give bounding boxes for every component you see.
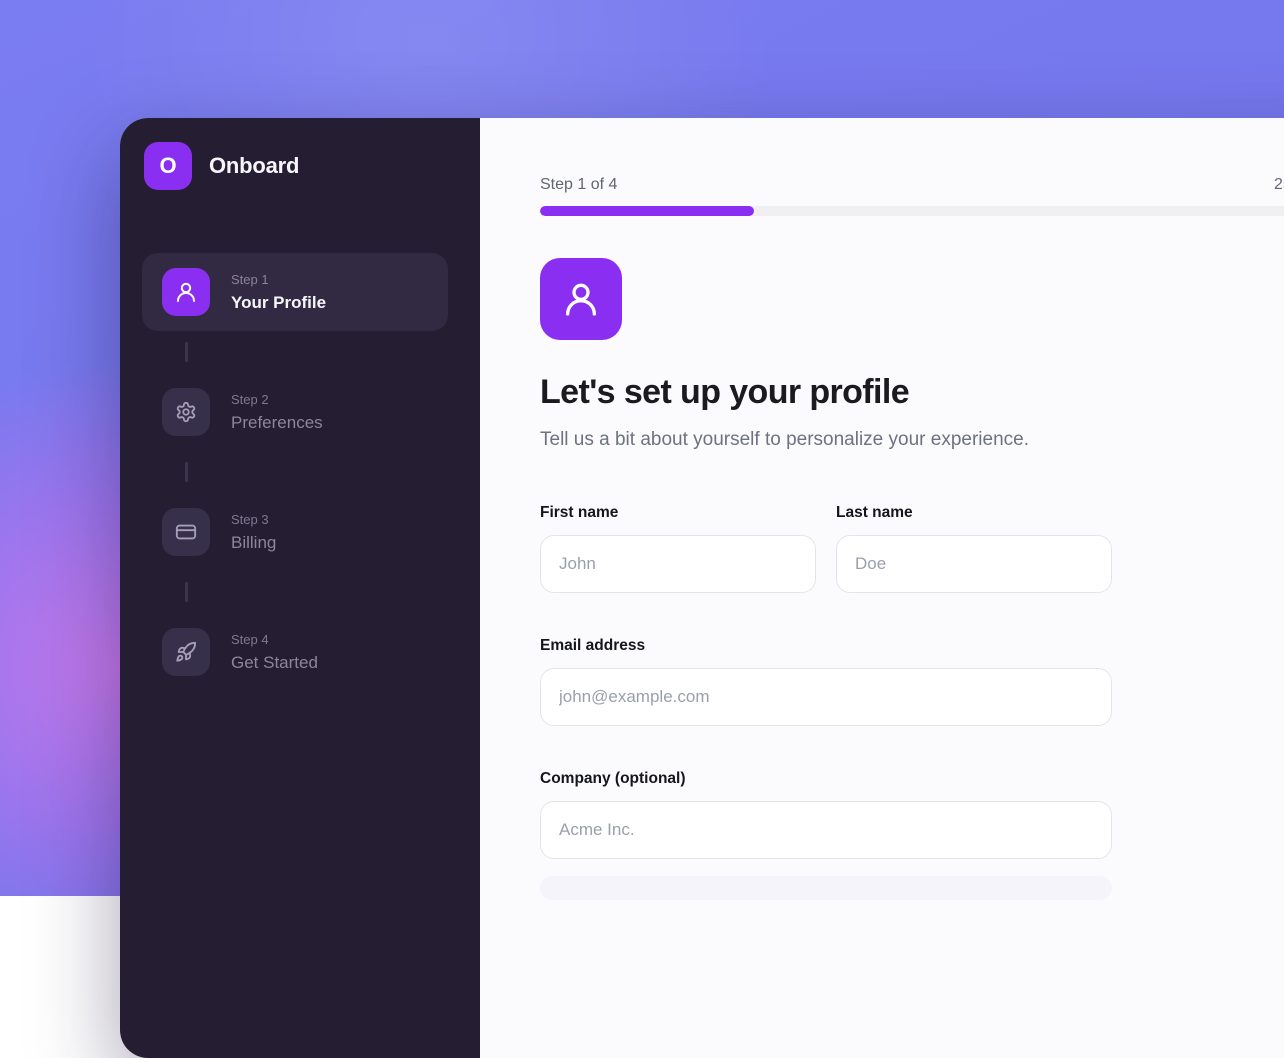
- page-title: Let's set up your profile: [540, 373, 1284, 412]
- sidebar-item-get-started[interactable]: Step 4 Get Started: [142, 613, 448, 691]
- step-connector: [185, 462, 188, 482]
- app-logo: O: [144, 142, 192, 190]
- step-title: Preferences: [231, 413, 323, 433]
- step-title: Your Profile: [231, 293, 326, 313]
- progress-bar-fill: [540, 206, 754, 216]
- last-name-fieldgroup: Last name: [836, 504, 1112, 593]
- email-input[interactable]: [540, 668, 1112, 726]
- email-fieldgroup: Email address: [540, 637, 1112, 726]
- page-subtitle: Tell us a bit about yourself to personal…: [540, 429, 1284, 451]
- first-name-input[interactable]: [540, 535, 816, 593]
- step-title: Get Started: [231, 653, 318, 673]
- step-text: Step 1 Your Profile: [231, 272, 326, 313]
- company-label: Company (optional): [540, 770, 1112, 788]
- brand: O Onboard: [144, 142, 456, 190]
- onboarding-card: O Onboard Step 1 Your Profile: [120, 118, 1284, 1058]
- steps-nav: Step 1 Your Profile Step 2 Preferences: [142, 253, 448, 691]
- email-label: Email address: [540, 637, 1112, 655]
- step-eyebrow: Step 2: [231, 392, 323, 407]
- step-eyebrow: Step 4: [231, 632, 318, 647]
- credit-card-icon: [162, 508, 210, 556]
- progress-header: Step 1 of 4 25%: [540, 176, 1284, 194]
- gear-icon: [162, 388, 210, 436]
- step-title: Billing: [231, 533, 276, 553]
- progress-step-label: Step 1 of 4: [540, 176, 617, 194]
- company-fieldgroup: Company (optional): [540, 770, 1112, 859]
- last-name-label: Last name: [836, 504, 1112, 522]
- step-text: Step 4 Get Started: [231, 632, 318, 673]
- step-connector: [185, 582, 188, 602]
- rocket-icon: [162, 628, 210, 676]
- first-name-fieldgroup: First name: [540, 504, 816, 593]
- progress-bar-track: [540, 206, 1284, 216]
- profile-form: First name Last name Email address Compa…: [540, 504, 1112, 900]
- step-eyebrow: Step 3: [231, 512, 276, 527]
- user-icon: [540, 258, 622, 340]
- sidebar: O Onboard Step 1 Your Profile: [120, 118, 480, 1058]
- step-eyebrow: Step 1: [231, 272, 326, 287]
- company-input[interactable]: [540, 801, 1112, 859]
- sidebar-item-preferences[interactable]: Step 2 Preferences: [142, 373, 448, 451]
- name-fields-row: First name Last name: [540, 504, 1112, 593]
- step-text: Step 3 Billing: [231, 512, 276, 553]
- sidebar-item-billing[interactable]: Step 3 Billing: [142, 493, 448, 571]
- main-panel: Step 1 of 4 25% Let's set up your profil…: [480, 118, 1284, 1058]
- step-connector: [185, 342, 188, 362]
- next-section-peek: [540, 876, 1112, 900]
- first-name-label: First name: [540, 504, 816, 522]
- sidebar-item-your-profile[interactable]: Step 1 Your Profile: [142, 253, 448, 331]
- last-name-input[interactable]: [836, 535, 1112, 593]
- user-icon: [162, 268, 210, 316]
- step-text: Step 2 Preferences: [231, 392, 323, 433]
- progress-percent-label: 25%: [1274, 176, 1284, 194]
- app-logo-letter: O: [159, 153, 176, 179]
- brand-name: Onboard: [209, 153, 299, 179]
